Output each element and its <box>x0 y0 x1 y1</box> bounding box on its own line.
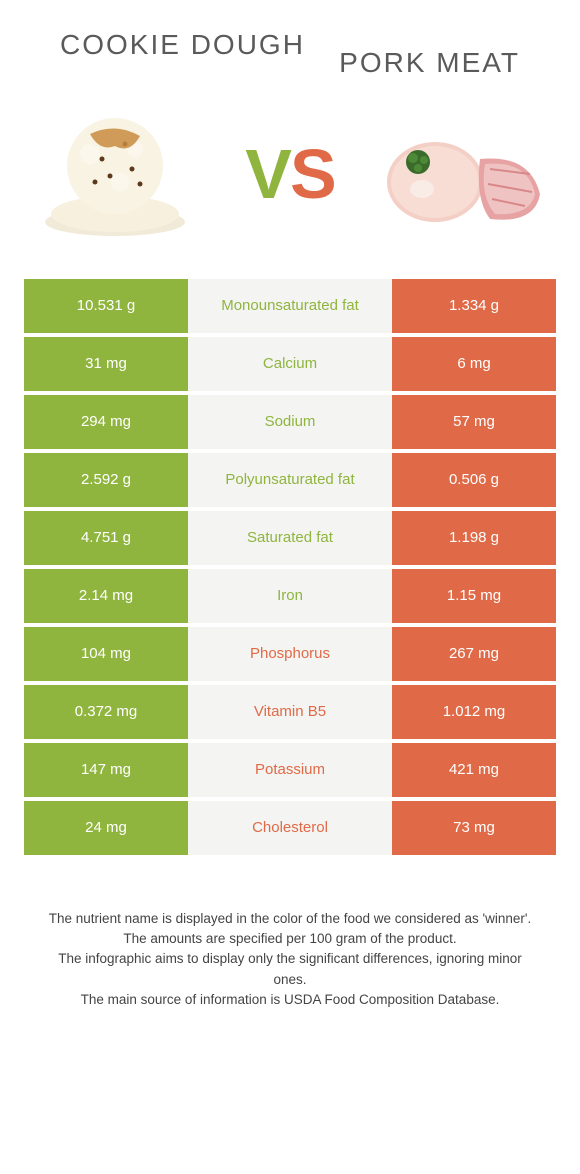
nutrient-row: 0.372 mg Vitamin B5 1.012 mg <box>24 685 556 739</box>
footer-line-3: The infographic aims to display only the… <box>40 949 540 990</box>
left-food-image <box>30 104 200 244</box>
right-value-cell: 1.198 g <box>392 511 556 565</box>
right-value-text: 1.334 g <box>449 297 499 314</box>
left-value-text: 4.751 g <box>81 529 131 546</box>
vs-label: VS <box>245 134 334 214</box>
nutrient-label-cell: Sodium <box>188 395 392 449</box>
nutrient-label-text: Phosphorus <box>250 645 330 662</box>
right-value-text: 6 mg <box>457 355 490 372</box>
left-value-text: 24 mg <box>85 819 127 836</box>
footer-line-1: The nutrient name is displayed in the co… <box>40 909 540 929</box>
left-value-text: 2.14 mg <box>79 587 133 604</box>
left-value-cell: 2.14 mg <box>24 569 188 623</box>
left-value-cell: 104 mg <box>24 627 188 681</box>
nutrient-comparison-table: 10.531 g Monounsaturated fat 1.334 g 31 mg C… <box>0 279 580 855</box>
right-food-title: Pork meat <box>339 48 520 79</box>
right-value-text: 1.198 g <box>449 529 499 546</box>
left-value-cell: 294 mg <box>24 395 188 449</box>
nutrient-label-text: Monounsaturated fat <box>221 297 359 314</box>
nutrient-label-text: Sodium <box>265 413 316 430</box>
nutrient-label-cell: Cholesterol <box>188 801 392 855</box>
footer-line-2: The amounts are specified per 100 gram o… <box>40 929 540 949</box>
nutrient-label-text: Iron <box>277 587 303 604</box>
left-value-text: 31 mg <box>85 355 127 372</box>
images-row: VS <box>0 79 580 279</box>
left-value-cell: 24 mg <box>24 801 188 855</box>
nutrient-row: 24 mg Cholesterol 73 mg <box>24 801 556 855</box>
left-value-text: 294 mg <box>81 413 131 430</box>
left-value-text: 10.531 g <box>77 297 135 314</box>
footer-notes: The nutrient name is displayed in the co… <box>0 859 580 1010</box>
right-value-text: 421 mg <box>449 761 499 778</box>
right-value-text: 57 mg <box>453 413 495 430</box>
right-value-cell: 6 mg <box>392 337 556 391</box>
nutrient-row: 2.592 g Polyunsaturated fat 0.506 g <box>24 453 556 507</box>
nutrient-label-text: Calcium <box>263 355 317 372</box>
left-food-title: Cookie dough <box>60 30 305 61</box>
left-value-cell: 31 mg <box>24 337 188 391</box>
left-value-text: 2.592 g <box>81 471 131 488</box>
right-value-text: 0.506 g <box>449 471 499 488</box>
nutrient-label-text: Potassium <box>255 761 325 778</box>
left-value-text: 104 mg <box>81 645 131 662</box>
nutrient-row: 294 mg Sodium 57 mg <box>24 395 556 449</box>
right-value-cell: 0.506 g <box>392 453 556 507</box>
nutrient-label-cell: Potassium <box>188 743 392 797</box>
footer-line-4: The main source of information is USDA F… <box>40 990 540 1010</box>
right-value-text: 267 mg <box>449 645 499 662</box>
nutrient-label-text: Saturated fat <box>247 529 333 546</box>
nutrient-label-text: Polyunsaturated fat <box>225 471 354 488</box>
right-value-cell: 1.012 mg <box>392 685 556 739</box>
left-value-text: 147 mg <box>81 761 131 778</box>
right-value-cell: 73 mg <box>392 801 556 855</box>
nutrient-row: 4.751 g Saturated fat 1.198 g <box>24 511 556 565</box>
right-value-cell: 267 mg <box>392 627 556 681</box>
nutrient-label-cell: Iron <box>188 569 392 623</box>
right-value-cell: 421 mg <box>392 743 556 797</box>
right-food-image <box>380 104 550 244</box>
nutrient-label-cell: Calcium <box>188 337 392 391</box>
nutrient-row: 10.531 g Monounsaturated fat 1.334 g <box>24 279 556 333</box>
right-food-title-text: Pork meat <box>339 47 520 78</box>
left-food-title-text: Cookie dough <box>60 29 305 60</box>
nutrient-label-text: Cholesterol <box>252 819 328 836</box>
nutrient-label-cell: Monounsaturated fat <box>188 279 392 333</box>
left-value-cell: 2.592 g <box>24 453 188 507</box>
nutrient-label-cell: Saturated fat <box>188 511 392 565</box>
nutrient-row: 31 mg Calcium 6 mg <box>24 337 556 391</box>
nutrient-row: 147 mg Potassium 421 mg <box>24 743 556 797</box>
left-value-cell: 0.372 mg <box>24 685 188 739</box>
right-value-text: 1.012 mg <box>443 703 506 720</box>
right-value-cell: 1.15 mg <box>392 569 556 623</box>
right-value-cell: 1.334 g <box>392 279 556 333</box>
right-value-text: 1.15 mg <box>447 587 501 604</box>
nutrient-row: 2.14 mg Iron 1.15 mg <box>24 569 556 623</box>
left-value-cell: 10.531 g <box>24 279 188 333</box>
nutrient-label-cell: Polyunsaturated fat <box>188 453 392 507</box>
nutrient-label-cell: Vitamin B5 <box>188 685 392 739</box>
nutrient-row: 104 mg Phosphorus 267 mg <box>24 627 556 681</box>
left-value-cell: 147 mg <box>24 743 188 797</box>
vs-v-letter: V <box>245 135 290 213</box>
right-value-text: 73 mg <box>453 819 495 836</box>
nutrient-label-cell: Phosphorus <box>188 627 392 681</box>
right-value-cell: 57 mg <box>392 395 556 449</box>
left-value-cell: 4.751 g <box>24 511 188 565</box>
header-titles: Cookie dough Pork meat <box>0 0 580 79</box>
left-value-text: 0.372 mg <box>75 703 138 720</box>
nutrient-label-text: Vitamin B5 <box>254 703 326 720</box>
vs-s-letter: S <box>290 135 335 213</box>
